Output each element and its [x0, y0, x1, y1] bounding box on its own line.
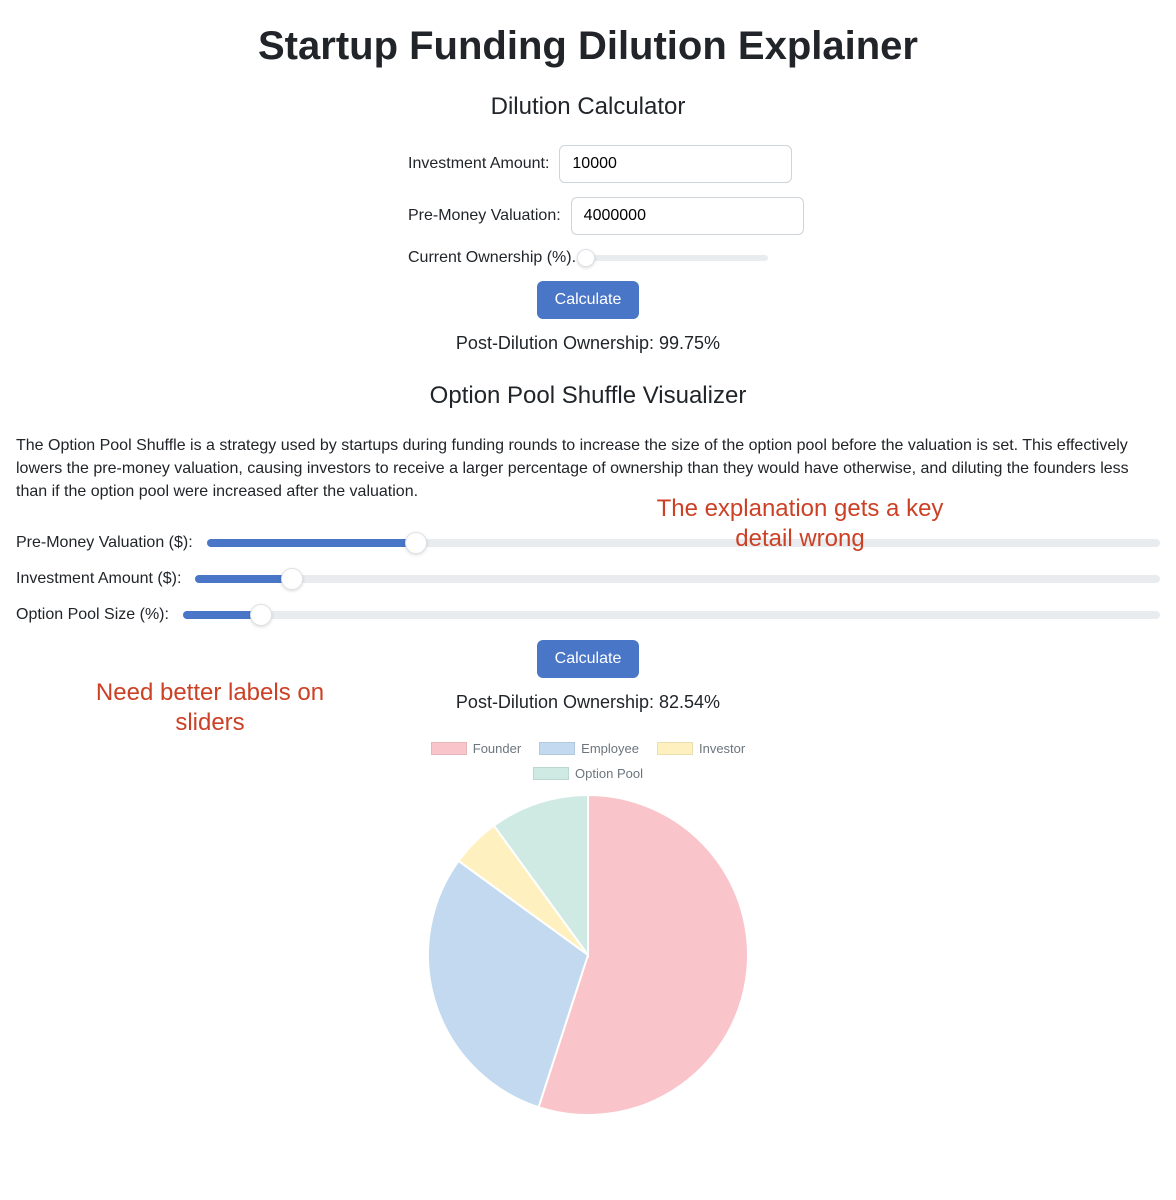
slider-investment[interactable] — [195, 568, 1160, 590]
visualizer-sliders: Pre-Money Valuation ($): Investment Amou… — [16, 532, 1160, 626]
visualizer-heading: Option Pool Shuffle Visualizer — [16, 382, 1160, 410]
page-title: Startup Funding Dilution Explainer — [16, 24, 1160, 69]
visualizer-description: The Option Pool Shuffle is a strategy us… — [16, 434, 1160, 504]
investment-label: Investment Amount: — [408, 155, 549, 173]
ownership-slider[interactable] — [586, 249, 768, 267]
legend-item: Investor — [657, 741, 745, 756]
investment-input[interactable] — [559, 145, 792, 183]
slider-premoney-label: Pre-Money Valuation ($): — [16, 534, 193, 552]
slider-optionpool-label: Option Pool Size (%): — [16, 606, 169, 624]
calculator-form: Investment Amount: Pre-Money Valuation: … — [408, 145, 768, 354]
calculator-result: Post-Dilution Ownership: 99.75% — [408, 333, 768, 354]
premoney-label: Pre-Money Valuation: — [408, 207, 561, 225]
calculate-button[interactable]: Calculate — [537, 281, 640, 319]
annotation-left: Need better labels on sliders — [60, 678, 360, 738]
calculator-heading: Dilution Calculator — [16, 93, 1160, 121]
legend-item: Option Pool — [533, 766, 643, 781]
annotation-top-right: The explanation gets a key detail wrong — [630, 494, 970, 554]
pie-chart — [418, 785, 758, 1125]
legend-item: Employee — [539, 741, 639, 756]
visualizer-calculate-button[interactable]: Calculate — [537, 640, 640, 678]
pie-legend: Founder Employee Investor Option Pool — [408, 741, 768, 781]
slider-optionpool[interactable] — [183, 604, 1160, 626]
premoney-input[interactable] — [571, 197, 804, 235]
ownership-label: Current Ownership (%). — [408, 249, 576, 267]
legend-item: Founder — [431, 741, 521, 756]
pie-chart-section: Founder Employee Investor Option Pool — [16, 741, 1160, 1130]
slider-investment-label: Investment Amount ($): — [16, 570, 181, 588]
